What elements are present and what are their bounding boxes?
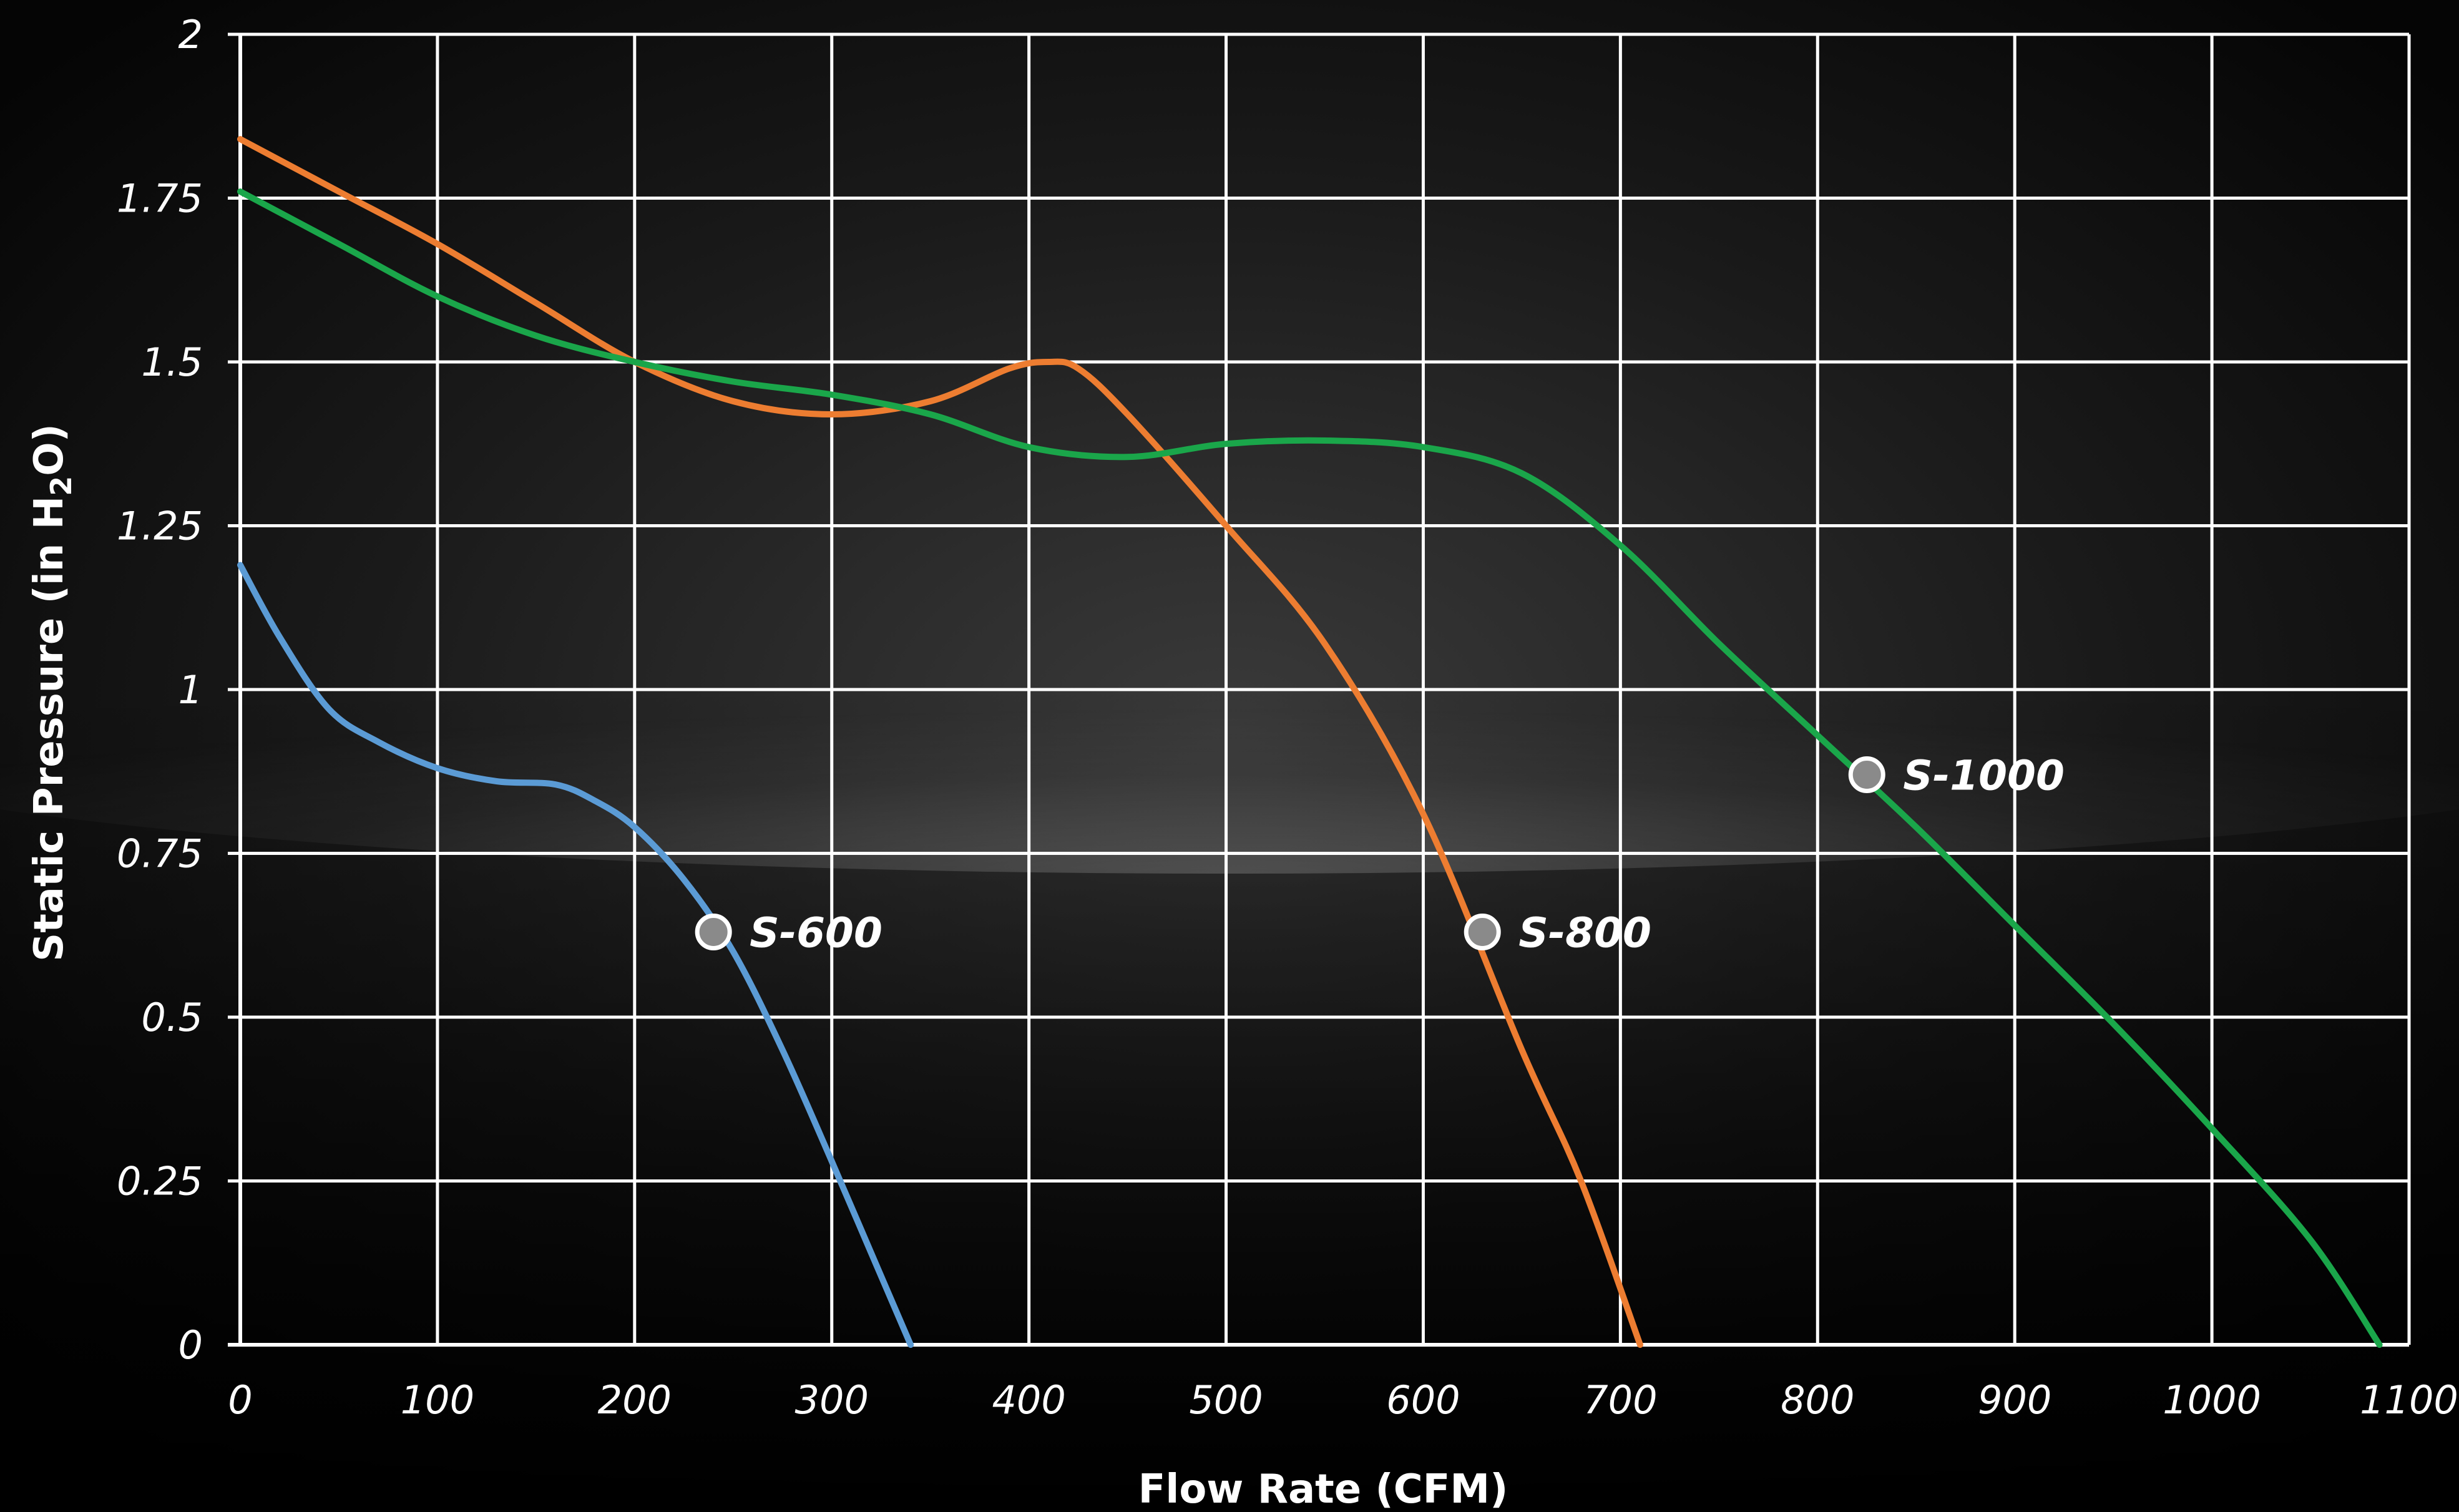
x-tick-label: 900	[1978, 1377, 2051, 1423]
y-axis-title-tail: O)	[26, 424, 72, 476]
y-axis-title-main: Static Pressure (in H	[26, 496, 72, 962]
series-marker-s-600	[695, 914, 732, 950]
y-tick-label: 0.5	[141, 995, 203, 1040]
x-tick-label: 800	[1781, 1377, 1854, 1423]
series-line-s-1000	[237, 188, 2383, 1348]
y-tick-label: 1.75	[117, 176, 203, 222]
x-tick-label: 300	[795, 1377, 869, 1423]
series-line-s-600	[237, 562, 914, 1348]
y-tick-label: 1.25	[117, 504, 203, 549]
x-tick-label: 0	[228, 1377, 252, 1423]
x-tick-label: 600	[1386, 1377, 1460, 1423]
x-tick-label: 400	[992, 1377, 1065, 1423]
y-tick-label: 1	[178, 667, 203, 713]
y-tick-label: 0.25	[117, 1159, 203, 1204]
y-tick-label: 0.75	[117, 831, 203, 877]
series-line-s-800	[237, 136, 1643, 1348]
grid	[228, 32, 2411, 1347]
x-tick-label: 700	[1583, 1377, 1657, 1423]
x-tick-label: 500	[1189, 1377, 1263, 1423]
series-marker-s-800	[1464, 914, 1501, 950]
x-tick-label: 200	[598, 1377, 672, 1423]
y-tick-label: 2	[178, 12, 203, 57]
x-tick-label: 100	[401, 1377, 474, 1423]
series-label-s-800: S-800	[1518, 909, 1651, 957]
x-tick-label: 1000	[2163, 1377, 2261, 1423]
x-tick-label: 1100	[2360, 1377, 2458, 1423]
y-tick-label: 1.5	[141, 339, 203, 385]
series-label-s-600: S-600	[750, 909, 882, 957]
series-layer: S-600 S-800 S-1000	[237, 136, 2383, 1348]
series-label-s-1000: S-1000	[1903, 752, 2065, 800]
tick-labels: 0 100 200 300 400 500 600 700 800 900 1000 1100 0 0.2…	[117, 12, 2458, 1423]
series-marker-s-1000	[1848, 756, 1885, 793]
background-lower-shade	[0, 686, 2459, 1512]
x-axis-title: Flow Rate (CFM)	[1138, 1466, 1508, 1512]
y-axis-title: Static Pressure (in H2O)	[26, 424, 78, 962]
y-axis-title-subscript: 2	[44, 476, 78, 496]
y-tick-label: 0	[178, 1322, 203, 1368]
